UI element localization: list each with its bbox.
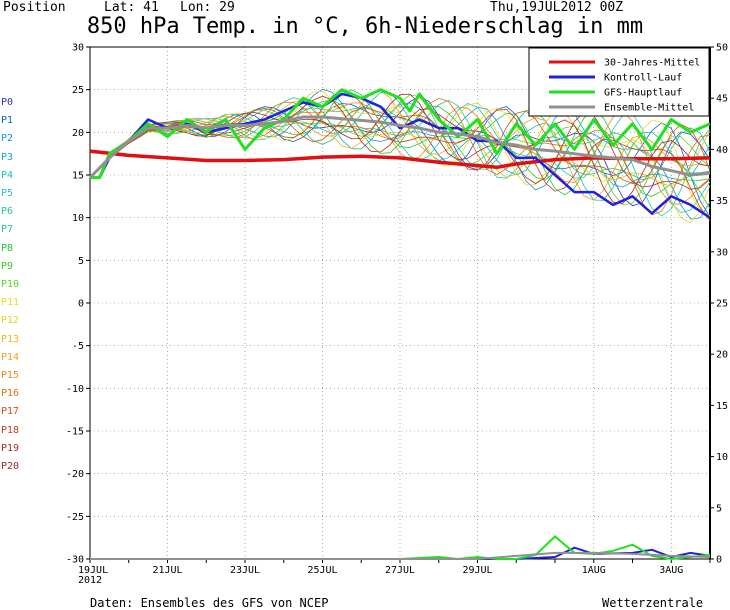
latitude-label: Lat: 41 [104,0,159,15]
ensemble-label: P9 [1,260,14,272]
precip-line-ensemble-mittel [90,551,711,560]
x-tick-label: 3AUG [659,565,683,576]
y-tick-label-right: 45 [716,94,728,105]
ensemble-member-line [89,93,711,204]
y-tick-label-left: -25 [66,512,84,523]
ensemble-member-line [89,102,711,205]
x-tick-label: 21JUL [152,565,182,576]
chart-title: 850 hPa Temp. in °C, 6h-Niederschlag in … [86,14,644,39]
x-tick-sublabel: 2012 [78,575,102,586]
ensemble-label: P7 [1,224,14,236]
ensemble-label: P1 [1,115,14,127]
legend-label: Ensemble-Mittel [604,103,694,114]
ensemble-label: P3 [1,151,14,163]
y-tick-label-left: -5 [72,341,84,352]
y-tick-label-left: 30 [72,43,84,54]
position-label: Position [3,0,66,15]
x-tick-label: 29JUL [462,565,492,576]
y-tick-label-left: 15 [72,171,84,182]
ensemble-label: P19 [1,442,20,454]
y-tick-label-right: 50 [716,43,728,54]
y-tick-label-left: -10 [66,384,84,395]
y-tick-label-right: 35 [716,196,728,207]
y-tick-label-right: 20 [716,350,728,361]
y-tick-label-right: 15 [716,401,728,412]
ensemble-member-line [89,94,711,206]
ensemble-label: P2 [1,133,14,145]
ensemble-label: P12 [1,315,20,327]
x-tick-label: 23JUL [230,565,260,576]
series-line-ensemble-mittel [88,115,711,179]
ensemble-label: P6 [1,206,14,218]
brand-label: Wetterzentrale [602,596,704,610]
ensemble-label: P14 [1,351,20,363]
ensemble-member-line [89,107,711,185]
y-tick-label-right: 30 [716,247,728,258]
x-tick-label: 19JUL [78,565,108,576]
y-tick-label-left: 5 [78,256,84,267]
ensemble-label: P10 [1,279,20,290]
ensemble-label: P17 [1,406,20,418]
ensemble-label: P13 [1,333,20,345]
legend-box [528,47,710,117]
ensemble-label: P0 [1,97,14,108]
legend-label: GFS-Hauptlauf [604,88,682,99]
chart-legend: 30-Jahres-Mittel Kontroll-Lauf GFS-Hauptla… [528,47,710,117]
ensemble-label: P11 [1,297,20,309]
y-tick-label-left: 0 [78,299,84,310]
y-tick-label-left: -30 [66,555,84,566]
ensemble-label: P15 [1,370,20,381]
ensemble-label: P20 [1,461,20,472]
legend-label: 30-Jahres-Mittel [604,58,700,69]
ensemble-member-line [89,99,711,187]
ensemble-label: P18 [1,424,20,436]
ensemble-member-line [89,96,711,207]
y-tick-label-right: 0 [716,555,722,566]
longitude-label: Lon: 29 [180,0,235,15]
y-tick-label-right: 10 [716,452,728,463]
y-tick-label-left: 25 [72,85,84,96]
y-tick-label-left: -15 [66,427,84,438]
ensemble-label: P8 [1,242,14,254]
run-timestamp: Thu,19JUL2012 00Z [490,0,624,15]
y-tick-label-left: -20 [66,469,84,480]
y-tick-label-right: 5 [716,503,722,514]
data-source-note: Daten: Ensembles des GFS von NCEP [90,596,329,610]
y-tick-label-left: 20 [72,128,84,139]
ensemble-label: P4 [1,169,14,181]
ensemble-member-line [89,89,711,221]
y-tick-label-right: 25 [716,299,728,310]
x-tick-label: 1AUG [582,565,606,576]
ensemble-label: P5 [1,188,14,199]
x-tick-label: 27JUL [385,565,415,576]
ensemble-label: P16 [1,388,20,400]
y-tick-label-left: 10 [72,213,84,224]
legend-label: Kontroll-Lauf [604,73,682,84]
x-tick-label: 25JUL [307,565,337,576]
y-tick-label-right: 40 [716,145,728,156]
